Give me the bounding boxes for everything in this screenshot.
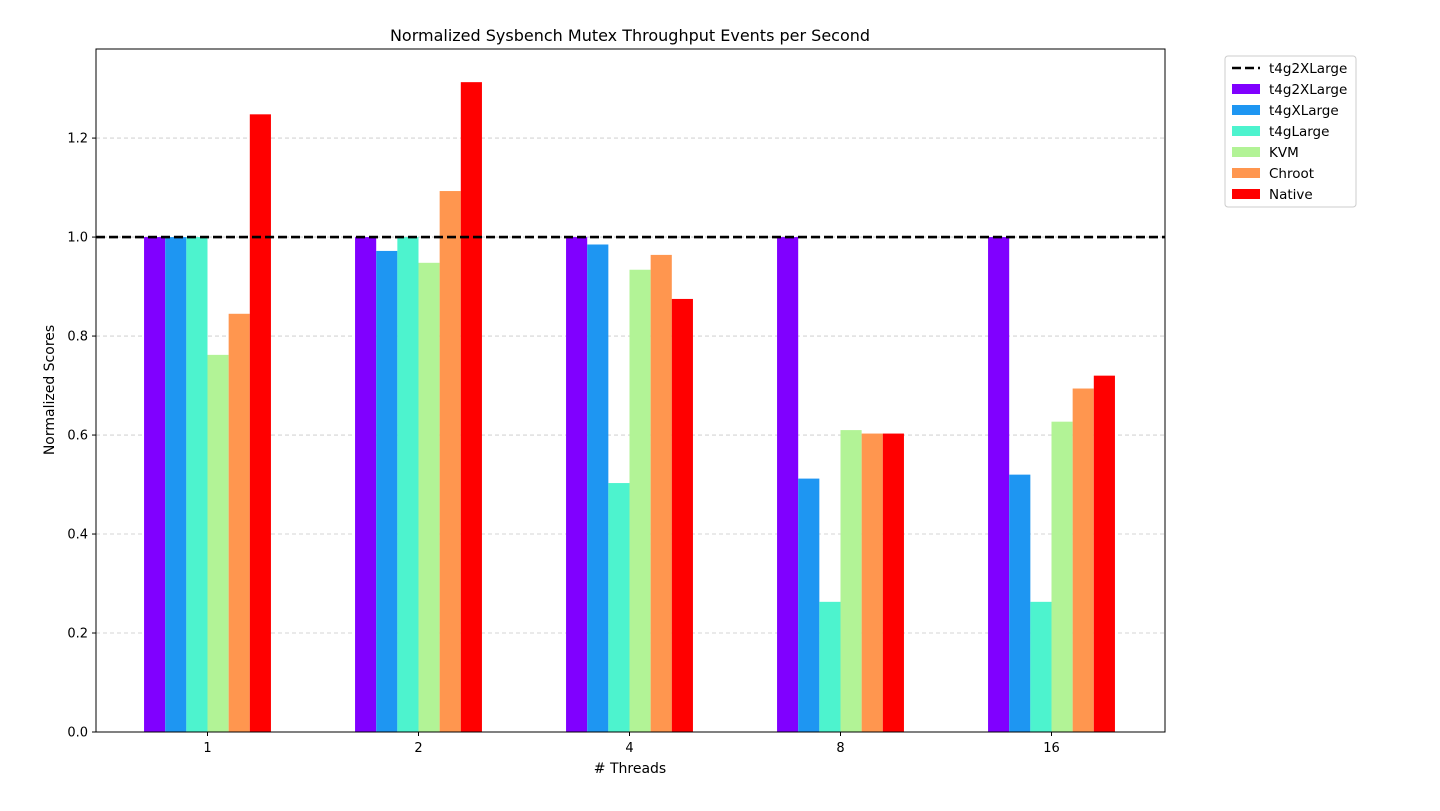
- bar-t4g2xlarge-2: [355, 237, 377, 733]
- y-axis: 0.0 0.2 0.4 0.6 0.8 1.0 1.2: [67, 132, 96, 741]
- y-tick-label: 0.2: [67, 627, 88, 642]
- bar-kvm-16: [1051, 421, 1073, 732]
- bar-kvm-2: [418, 262, 440, 732]
- bar-t4glarge-1: [186, 237, 208, 733]
- y-tick-label: 0.8: [67, 330, 88, 345]
- x-tick-label: 8: [836, 741, 844, 756]
- y-tick-label: 0.4: [67, 528, 88, 543]
- bar-t4glarge-2: [397, 237, 419, 733]
- legend-swatch-t4g2xlarge: [1232, 84, 1260, 94]
- y-tick-label: 1.2: [67, 132, 88, 147]
- bar-native-2: [460, 82, 482, 732]
- y-tick-label: 1.0: [67, 231, 88, 246]
- bar-native-8: [882, 433, 904, 732]
- bar-t4gxlarge-4: [587, 244, 609, 732]
- bar-t4gxlarge-1: [165, 237, 187, 733]
- legend-swatch-t4glarge: [1232, 126, 1260, 136]
- bar-native-16: [1093, 375, 1115, 732]
- bar-t4glarge-8: [819, 601, 841, 732]
- legend-swatch-native: [1232, 189, 1260, 199]
- bar-chroot-8: [861, 433, 883, 732]
- y-tick-label: 0.6: [67, 429, 88, 444]
- legend: t4g2XLarge t4g2XLarge t4gXLarge t4gLarge KVM…: [1224, 55, 1357, 208]
- bar-t4gxlarge-8: [798, 478, 820, 732]
- bar-t4g2xlarge-16: [988, 237, 1010, 733]
- bar-t4g2xlarge-4: [566, 237, 588, 733]
- legend-label-t4glarge: t4gLarge: [1269, 124, 1329, 140]
- legend-label-kvm: KVM: [1269, 145, 1299, 161]
- bar-t4gxlarge-16: [1009, 474, 1031, 732]
- legend-label-t4g2xlarge: t4g2XLarge: [1269, 82, 1347, 98]
- bar-kvm-4: [629, 269, 651, 732]
- bar-t4g2xlarge-8: [777, 237, 799, 733]
- legend-label-native: Native: [1269, 187, 1313, 203]
- bar-kvm-8: [840, 430, 862, 732]
- legend-swatch-kvm: [1232, 147, 1260, 157]
- bar-t4g2xlarge-1: [144, 237, 166, 733]
- y-tick-label: 0.0: [67, 726, 88, 741]
- x-axis-title: # Threads: [594, 761, 666, 777]
- bar-chroot-4: [650, 254, 672, 732]
- plot-frame: [95, 48, 1166, 733]
- legend-label-reference: t4g2XLarge: [1269, 61, 1347, 77]
- bar-t4glarge-16: [1030, 601, 1052, 732]
- chart-title: Normalized Sysbench Mutex Throughput Eve…: [390, 26, 870, 45]
- legend-label-chroot: Chroot: [1269, 166, 1314, 182]
- x-tick-label: 4: [625, 741, 633, 756]
- x-tick-label: 1: [203, 741, 211, 756]
- legend-swatch-chroot: [1232, 168, 1260, 178]
- bar-native-1: [249, 114, 271, 732]
- bars: [144, 82, 1115, 733]
- bar-kvm-1: [207, 354, 229, 732]
- bar-chroot-16: [1072, 388, 1094, 732]
- legend-label-t4gxlarge: t4gXLarge: [1269, 103, 1339, 119]
- bar-t4gxlarge-2: [376, 250, 398, 733]
- bar-chroot-1: [228, 313, 250, 732]
- bar-t4glarge-4: [608, 483, 630, 732]
- y-axis-title: Normalized Scores: [42, 325, 58, 455]
- bar-native-4: [671, 298, 693, 732]
- legend-swatch-t4gxlarge: [1232, 105, 1260, 115]
- x-tick-label: 16: [1043, 741, 1060, 756]
- bar-chroot-2: [439, 191, 461, 733]
- x-axis: 1 2 4 8 16: [203, 732, 1060, 756]
- x-tick-label: 2: [414, 741, 422, 756]
